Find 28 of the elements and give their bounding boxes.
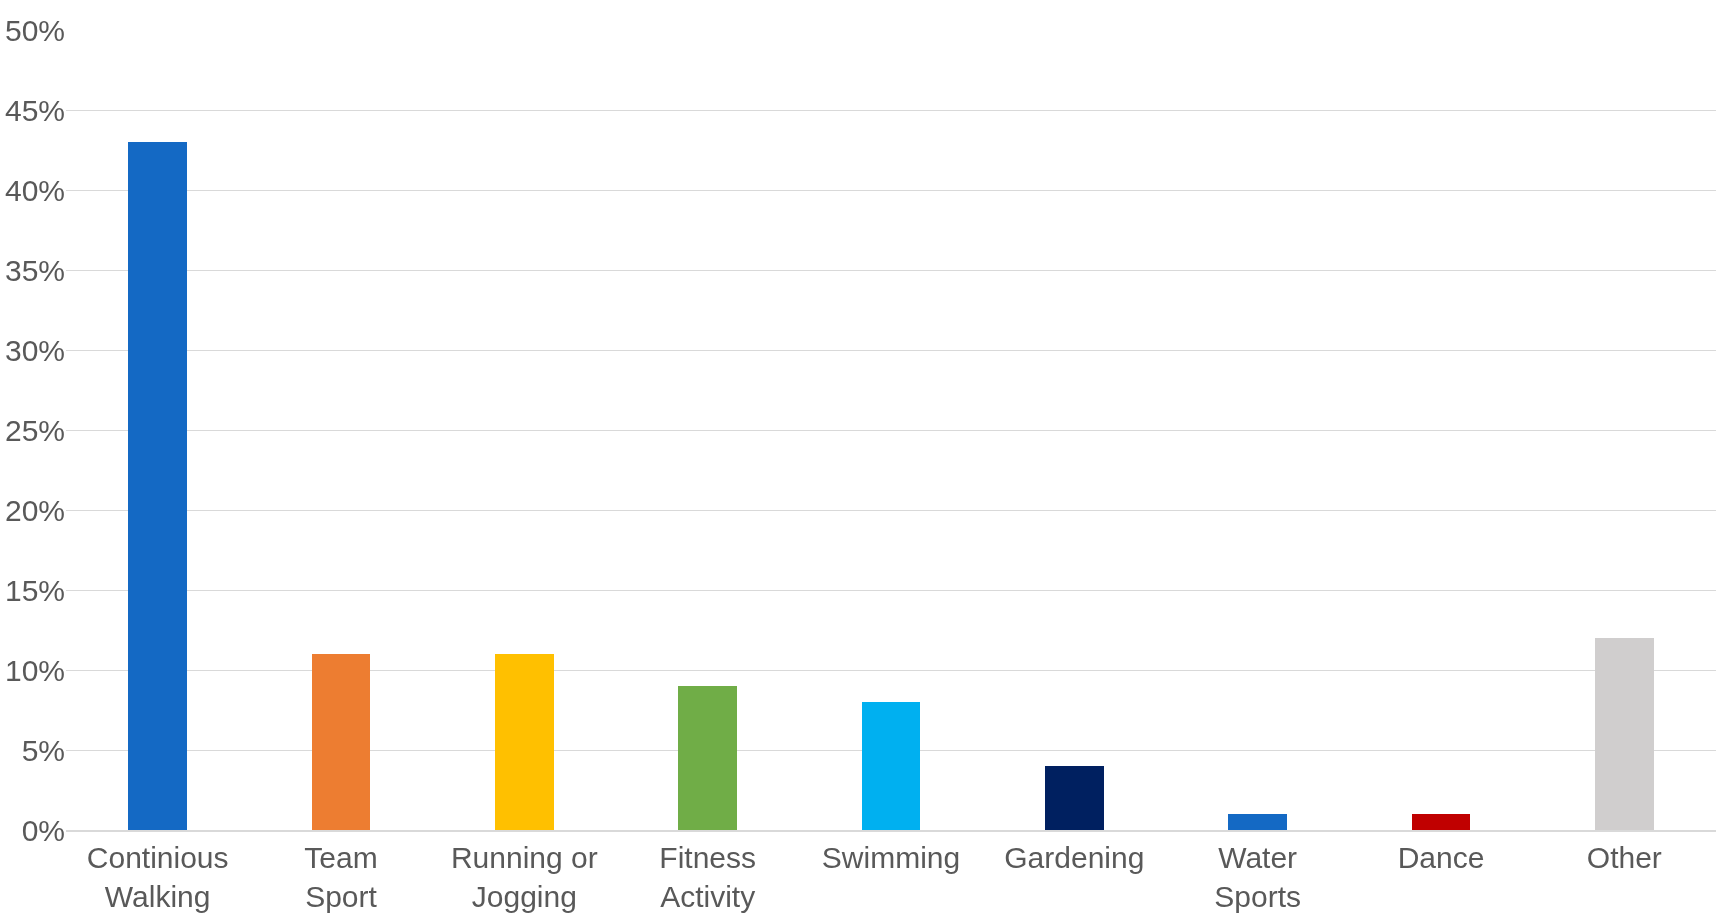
bar <box>862 702 920 830</box>
bar <box>678 686 737 830</box>
x-tick-label: Team Sport <box>304 840 378 913</box>
bar <box>495 654 554 830</box>
x-tick-label: Dance <box>1397 840 1485 874</box>
y-tick-label: 0% <box>21 813 65 847</box>
x-tick-label: Water Sports <box>1214 840 1302 913</box>
y-tick-label: 25% <box>4 413 65 447</box>
y-tick-label: 30% <box>4 333 65 367</box>
x-tick-label: Continious Walking <box>86 840 229 913</box>
y-tick-label: 35% <box>4 253 65 287</box>
x-tick-label: Swimming <box>821 840 961 874</box>
x-tick-label: Other <box>1586 840 1662 874</box>
y-tick-label: 15% <box>4 573 65 607</box>
bar <box>128 142 187 830</box>
y-tick-label: 45% <box>4 93 65 127</box>
y-tick-label: 20% <box>4 493 65 527</box>
x-tick-label: Running or Jogging <box>450 840 598 913</box>
bar <box>1228 814 1287 830</box>
y-tick-label: 50% <box>4 13 65 47</box>
bar <box>1412 814 1470 830</box>
x-tick-label: Fitness Activity <box>659 840 757 913</box>
y-tick-label: 10% <box>4 653 65 687</box>
bar <box>312 654 370 830</box>
y-tick-label: 40% <box>4 173 65 207</box>
y-tick-label: 5% <box>21 733 65 767</box>
x-tick-label: Gardening <box>1004 840 1145 874</box>
bar <box>1045 766 1104 830</box>
